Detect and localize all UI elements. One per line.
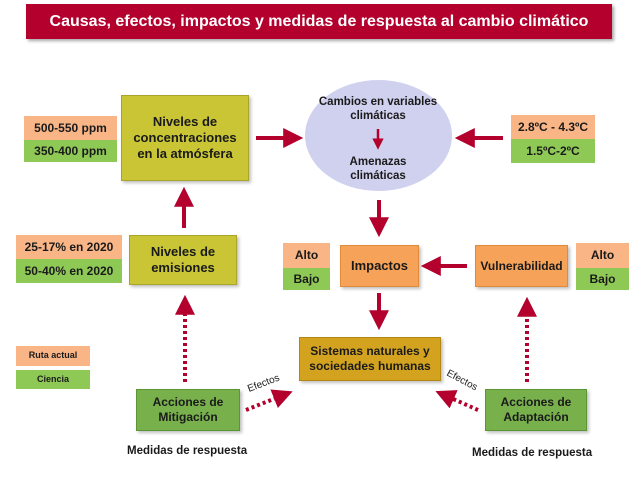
emission-ruta-value: 25-17% en 2020 — [16, 235, 122, 259]
impacts-box: Impactos — [340, 245, 419, 287]
legend-ruta-actual: Ruta actual — [16, 346, 90, 366]
adaptation-caption: Medidas de respuesta — [472, 447, 593, 459]
legend-ciencia: Ciencia — [16, 370, 90, 389]
arrow-adaptation-to-systems — [435, 390, 479, 412]
temperature-ciencia-value: 1.5ºC-2ºC — [511, 139, 595, 163]
temperature-ruta-value: 2.8ºC - 4.3ºC — [511, 115, 595, 139]
adaptation-effects-label: Efectos — [445, 368, 480, 393]
vulnerability-bajo-label: Bajo — [576, 268, 629, 290]
arrow-mitigation-to-systems — [245, 389, 293, 412]
vulnerability-box: Vulnerabilidad — [475, 245, 568, 287]
concentration-ciencia-value: 350-400 ppm — [24, 140, 117, 162]
mitigation-box: Acciones de Mitigación — [136, 389, 240, 431]
impact-alto-label: Alto — [283, 243, 330, 268]
emission-levels-box: Niveles de emisiones — [129, 235, 237, 285]
climate-threats-label: Amenazas climáticas — [349, 156, 407, 183]
mitigation-effects-label: Efectos — [246, 373, 281, 395]
climate-changes-label: Cambios en variables climáticas — [318, 96, 438, 123]
concentration-levels-box: Niveles de concentraciones en la atmósfe… — [121, 95, 249, 181]
emission-ciencia-value: 50-40% en 2020 — [16, 259, 122, 283]
mitigation-caption: Medidas de respuesta — [127, 445, 248, 457]
vulnerability-alto-label: Alto — [576, 243, 629, 268]
impact-bajo-label: Bajo — [283, 268, 330, 290]
adaptation-box: Acciones de Adaptación — [485, 389, 587, 431]
concentration-ruta-value: 500-550 ppm — [24, 116, 117, 140]
systems-box: Sistemas naturales y sociedades humanas — [299, 337, 441, 381]
page-title: Causas, efectos, impactos y medidas de r… — [26, 4, 612, 39]
